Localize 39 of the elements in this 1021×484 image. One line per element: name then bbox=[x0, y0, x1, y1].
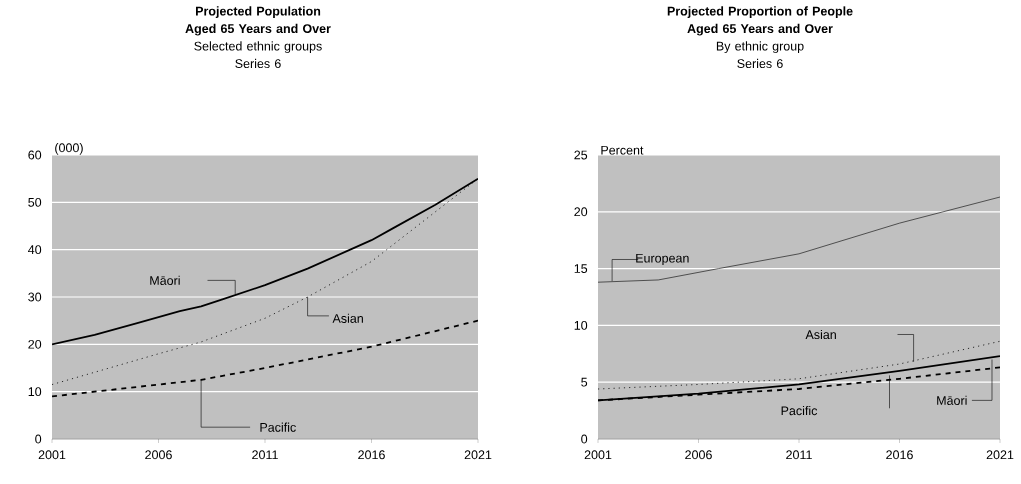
y-axis-title: Percent bbox=[601, 145, 644, 155]
x-tick-label: 2021 bbox=[986, 450, 1014, 460]
chart-subtitle: Selected ethnic groups bbox=[194, 41, 322, 53]
y-tick-label: 20 bbox=[574, 207, 588, 217]
y-tick-label: 10 bbox=[28, 387, 42, 397]
text: Asian bbox=[805, 329, 836, 340]
chart-title: Projected Population Aged 65 Years and Over bbox=[185, 6, 331, 36]
y-tick-label: 50 bbox=[28, 197, 42, 207]
x-tick-label: 2006 bbox=[145, 450, 172, 460]
y-tick-label: 60 bbox=[28, 150, 42, 160]
x-tick-label: 2011 bbox=[252, 450, 278, 460]
y-tick-label: 40 bbox=[28, 245, 42, 255]
x-tick-label: 2001 bbox=[584, 450, 612, 460]
series-label: Pacific bbox=[781, 405, 818, 416]
x-tick-label: 2021 bbox=[464, 450, 492, 460]
series-label: European bbox=[636, 253, 689, 266]
text: Māori bbox=[937, 395, 967, 405]
x-tick-label: 2016 bbox=[886, 450, 913, 460]
y-tick-label: 30 bbox=[28, 292, 42, 302]
y-tick-label: 10 bbox=[574, 320, 588, 330]
x-tick-label: 2011 bbox=[786, 450, 812, 460]
x-tick-label: 2016 bbox=[358, 450, 385, 460]
legend-label: Māori bbox=[150, 275, 180, 285]
y-axis-title: (000) bbox=[55, 142, 83, 155]
y-tick-label: 15 bbox=[574, 264, 588, 273]
text: Series 6 bbox=[737, 58, 783, 69]
y-tick-label: 0 bbox=[581, 434, 588, 444]
chart-subtitle: By ethnic group bbox=[716, 41, 804, 53]
x-tick-label: 2006 bbox=[685, 450, 712, 460]
y-tick-label: 5 bbox=[581, 377, 588, 387]
text: Asian bbox=[332, 313, 363, 323]
line-series bbox=[598, 196, 1001, 283]
text: Pacific bbox=[260, 422, 296, 432]
chart-title: Projected Proportion of People Aged 65 Years and Over bbox=[667, 6, 853, 36]
y-tick-label: 0 bbox=[35, 434, 42, 444]
text: Series 6 bbox=[235, 58, 281, 69]
y-tick-label: 20 bbox=[28, 339, 42, 349]
y-tick-label: 25 bbox=[574, 150, 588, 160]
x-tick-label: 2001 bbox=[38, 450, 66, 460]
